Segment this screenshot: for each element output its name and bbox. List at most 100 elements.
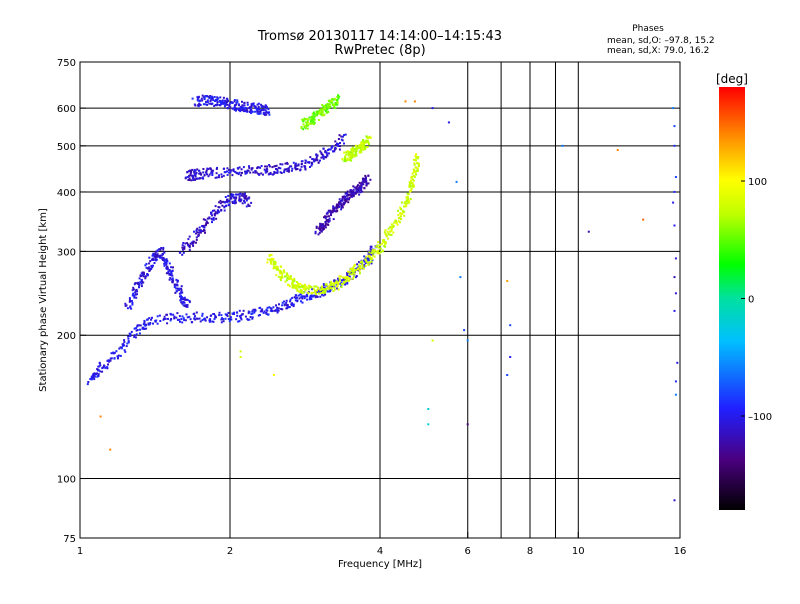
echo-point [362,183,365,186]
echo-point [194,318,197,321]
echo-point [106,366,109,369]
echo-point [203,97,206,100]
echo-point [352,191,354,193]
echo-point [279,272,282,275]
echo-point [363,145,366,148]
echo-point [334,147,337,149]
echo-point [138,283,141,285]
echo-point [210,170,213,173]
echo-point [148,323,151,326]
echo-point [163,262,166,265]
echo-point [283,300,286,303]
echo-point [358,261,360,264]
echo-point [176,318,179,321]
echo-point [270,262,273,265]
echo-point [193,170,196,173]
echo-point [344,157,347,160]
echo-point [317,292,320,295]
echo-point [196,177,199,180]
echo-point [309,166,311,168]
echo-point [277,166,280,169]
echo-point [311,291,314,294]
echo-point [145,266,148,269]
echo-point [297,283,299,286]
echo-point [247,197,250,200]
echo-point [325,151,328,154]
echo-point [224,313,227,316]
echo-point [165,261,168,264]
echo-point [275,274,278,277]
echo-point [207,168,210,171]
echo-point [371,259,374,262]
echo-point [235,109,237,112]
echo-point [186,171,189,174]
echo-point [242,195,245,198]
echo-point [238,320,241,323]
echo-point [206,173,208,176]
echo-point [261,109,264,111]
echo-point [247,169,250,172]
echo-point [336,101,339,104]
echo-point [416,169,419,172]
echo-point [292,305,295,308]
echo-point [304,127,307,130]
echo-point [277,309,280,312]
echo-point [138,277,141,280]
echo-point [107,359,110,362]
echo-point [148,266,151,269]
echo-point [163,251,166,254]
echo-point [136,293,138,296]
echo-point [280,172,283,174]
echo-point [267,112,270,114]
echo-point [405,196,408,199]
x-tick-label: 8 [527,546,533,557]
echo-point [322,283,325,286]
echo-point [285,301,288,304]
echo-point [302,128,305,131]
echo-point [361,142,364,145]
echo-point [235,193,237,196]
echo-point [138,324,140,327]
echo-point [317,233,320,236]
echo-point [316,110,319,113]
echo-point [176,280,179,283]
echo-point [309,286,311,289]
echo-point [124,350,127,353]
colorbar-tick-label: 100 [748,177,767,188]
echo-point [258,173,261,176]
echo-point [300,163,303,165]
echo-point [351,151,354,154]
echo-point [351,273,354,276]
echo-point [182,304,185,307]
echo-point [327,209,330,212]
echo-point [151,254,154,257]
echo-point [414,159,417,161]
echo-point [337,205,340,208]
echo-point [224,103,227,106]
echo-point [317,161,320,164]
echo-point [309,297,312,300]
echo-point [361,261,364,264]
echo-point [300,126,303,128]
echo-point [281,274,284,277]
echo-point [338,203,341,206]
echo-point [413,184,415,187]
echo-point [283,169,286,172]
echo-point [417,163,420,166]
echo-point [241,202,244,205]
echo-point [332,150,335,153]
echo-point [344,155,347,158]
echo-point [188,249,191,252]
echo-point [275,164,278,167]
echo-point [233,99,236,101]
echo-point [303,117,306,120]
echo-point [131,301,134,304]
echo-point [281,163,284,166]
echo-point [323,156,326,159]
echo-point [266,306,269,309]
echo-point [301,118,304,121]
echo-point [407,197,409,200]
echo-point [219,199,222,202]
echo-point [294,299,297,302]
echo-point [330,146,333,149]
